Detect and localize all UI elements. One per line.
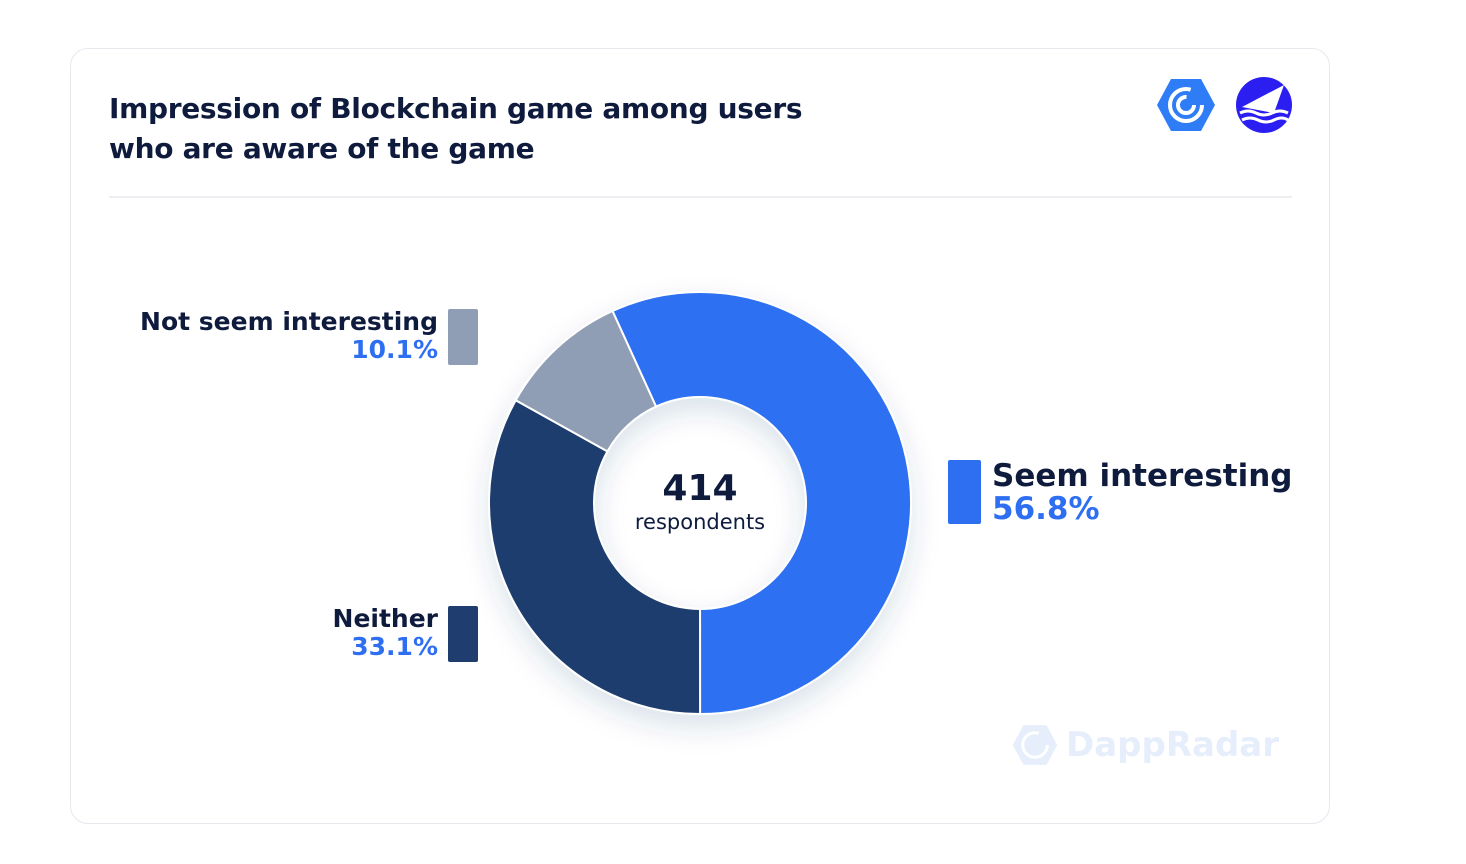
watermark-text: DappRadar xyxy=(1066,725,1280,765)
donut-slice-seem-interesting xyxy=(611,291,912,716)
value-label: 33.1% xyxy=(351,632,438,661)
donut-slice-not-seem-interesting xyxy=(514,309,658,453)
label-seem-interesting: Seem interesting 56.8% xyxy=(992,460,1292,526)
dappradar-watermark: DappRadar xyxy=(1012,722,1279,768)
title-line-1: Impression of Blockchain game among user… xyxy=(109,92,803,125)
title-line-2: who are aware of the game xyxy=(109,132,535,165)
value-label: 56.8% xyxy=(992,491,1100,527)
divider xyxy=(109,196,1292,198)
center-value: 414 xyxy=(662,468,738,509)
donut-slice-neither xyxy=(488,398,702,716)
chart-title: Impression of Blockchain game among user… xyxy=(109,89,803,169)
category-label: Seem interesting xyxy=(992,458,1293,494)
legend-swatch-neither xyxy=(448,606,478,662)
category-label: Neither xyxy=(332,604,438,633)
label-not-seem-interesting: Not seem interesting 10.1% xyxy=(140,308,438,364)
center-label: respondents xyxy=(634,510,766,534)
partner-logo-icon xyxy=(1236,77,1292,133)
category-label: Not seem interesting xyxy=(140,307,438,336)
dappradar-watermark-icon xyxy=(1012,725,1058,765)
legend-swatch-not-seem-interesting xyxy=(448,309,478,365)
label-neither: Neither 33.1% xyxy=(333,605,438,661)
dappradar-logo-icon xyxy=(1157,79,1215,131)
legend-swatch-seem-interesting xyxy=(948,460,981,524)
value-label: 10.1% xyxy=(351,335,438,364)
